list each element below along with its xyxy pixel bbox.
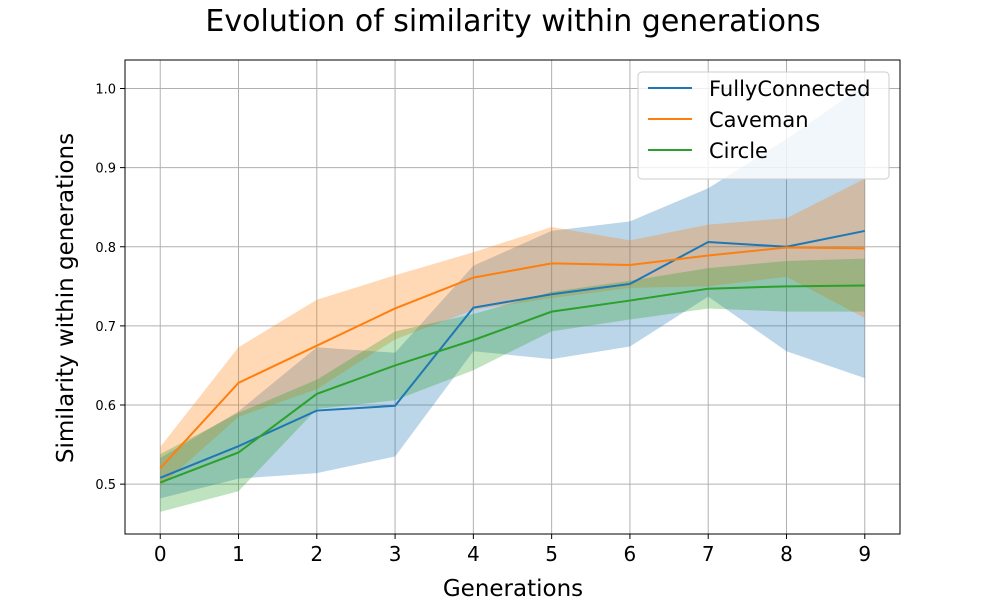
plot-frame xyxy=(124,59,901,535)
y-ticks: 0.5 0.6 0.7 0.8 0.9 1.0 xyxy=(95,82,125,493)
band-circle xyxy=(160,258,865,512)
x-tick-label: 5 xyxy=(545,542,558,566)
x-tick-label: 0 xyxy=(154,542,167,566)
series-lines xyxy=(159,229,865,484)
y-tick-label: 0.5 xyxy=(95,478,116,493)
legend-label: Circle xyxy=(709,139,768,163)
x-tick-label: 3 xyxy=(389,542,402,566)
y-axis-label: Similarity within generations xyxy=(53,133,79,463)
x-gridlines xyxy=(159,60,866,534)
x-ticks: 0 1 2 3 4 5 6 7 8 9 xyxy=(154,534,871,566)
x-tick-label: 7 xyxy=(702,542,715,566)
line-fullyconnected xyxy=(159,229,865,479)
x-tick-label: 2 xyxy=(310,542,323,566)
y-tick-label: 0.8 xyxy=(95,241,116,256)
legend-box xyxy=(637,71,890,180)
x-tick-label: 9 xyxy=(858,542,871,566)
legend: FullyConnected Caveman Circle xyxy=(637,71,890,180)
x-axis-label: Generations xyxy=(443,576,583,600)
chart-title: Evolution of similarity within generatio… xyxy=(205,4,820,39)
x-tick-label: 1 xyxy=(232,542,245,566)
band-caveman xyxy=(160,178,865,487)
y-tick-label: 1.0 xyxy=(95,82,116,97)
x-tick-label: 4 xyxy=(467,542,480,566)
y-tick-label: 0.7 xyxy=(95,320,116,335)
y-tick-label: 0.6 xyxy=(95,399,116,414)
band-fullyconnected xyxy=(160,84,865,499)
y-tick-label: 0.9 xyxy=(95,162,116,177)
x-tick-label: 6 xyxy=(624,542,637,566)
confidence-bands xyxy=(160,84,865,512)
line-caveman xyxy=(159,246,865,469)
line-circle xyxy=(159,284,865,484)
legend-label: Caveman xyxy=(709,108,809,132)
legend-label: FullyConnected xyxy=(709,77,870,101)
x-tick-label: 8 xyxy=(780,542,793,566)
